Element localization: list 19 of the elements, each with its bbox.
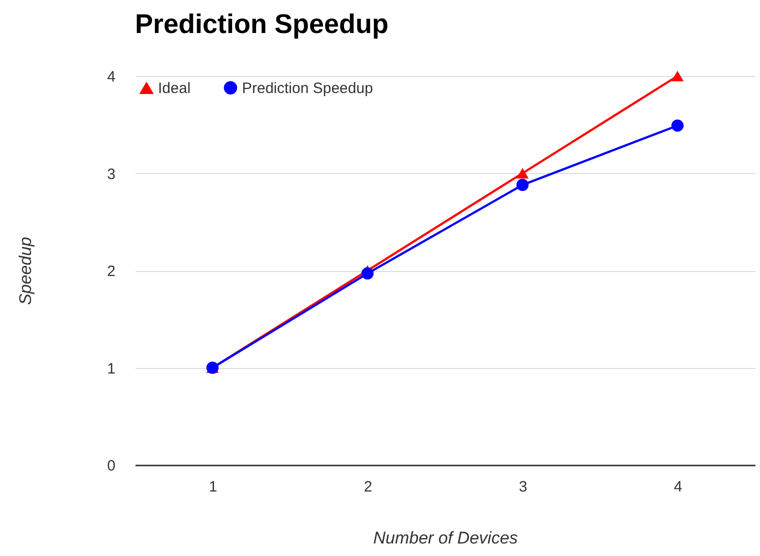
x-tick-label: 2	[364, 478, 372, 496]
point	[361, 267, 374, 280]
legend-label: Prediction Speedup	[242, 80, 373, 97]
point	[671, 119, 684, 132]
x-tick-label: 4	[674, 478, 682, 496]
chart-title: Prediction Speedup	[135, 9, 389, 39]
point	[516, 178, 529, 192]
x-tick-label: 1	[208, 478, 218, 496]
point	[671, 70, 684, 82]
y-tick-label: 1	[107, 360, 116, 378]
x-axis-title: Number of Devices	[373, 528, 518, 548]
x-tick-label: 3	[518, 478, 528, 496]
y-tick-label: 0	[107, 458, 116, 474]
y-tick-label: 2	[107, 263, 116, 280]
legend-label: Ideal	[158, 80, 191, 98]
point	[516, 168, 529, 179]
y-axis-title: Speedup	[16, 236, 36, 306]
y-tick-label: 4	[107, 68, 116, 86]
y-tick-label: 3	[107, 166, 116, 183]
